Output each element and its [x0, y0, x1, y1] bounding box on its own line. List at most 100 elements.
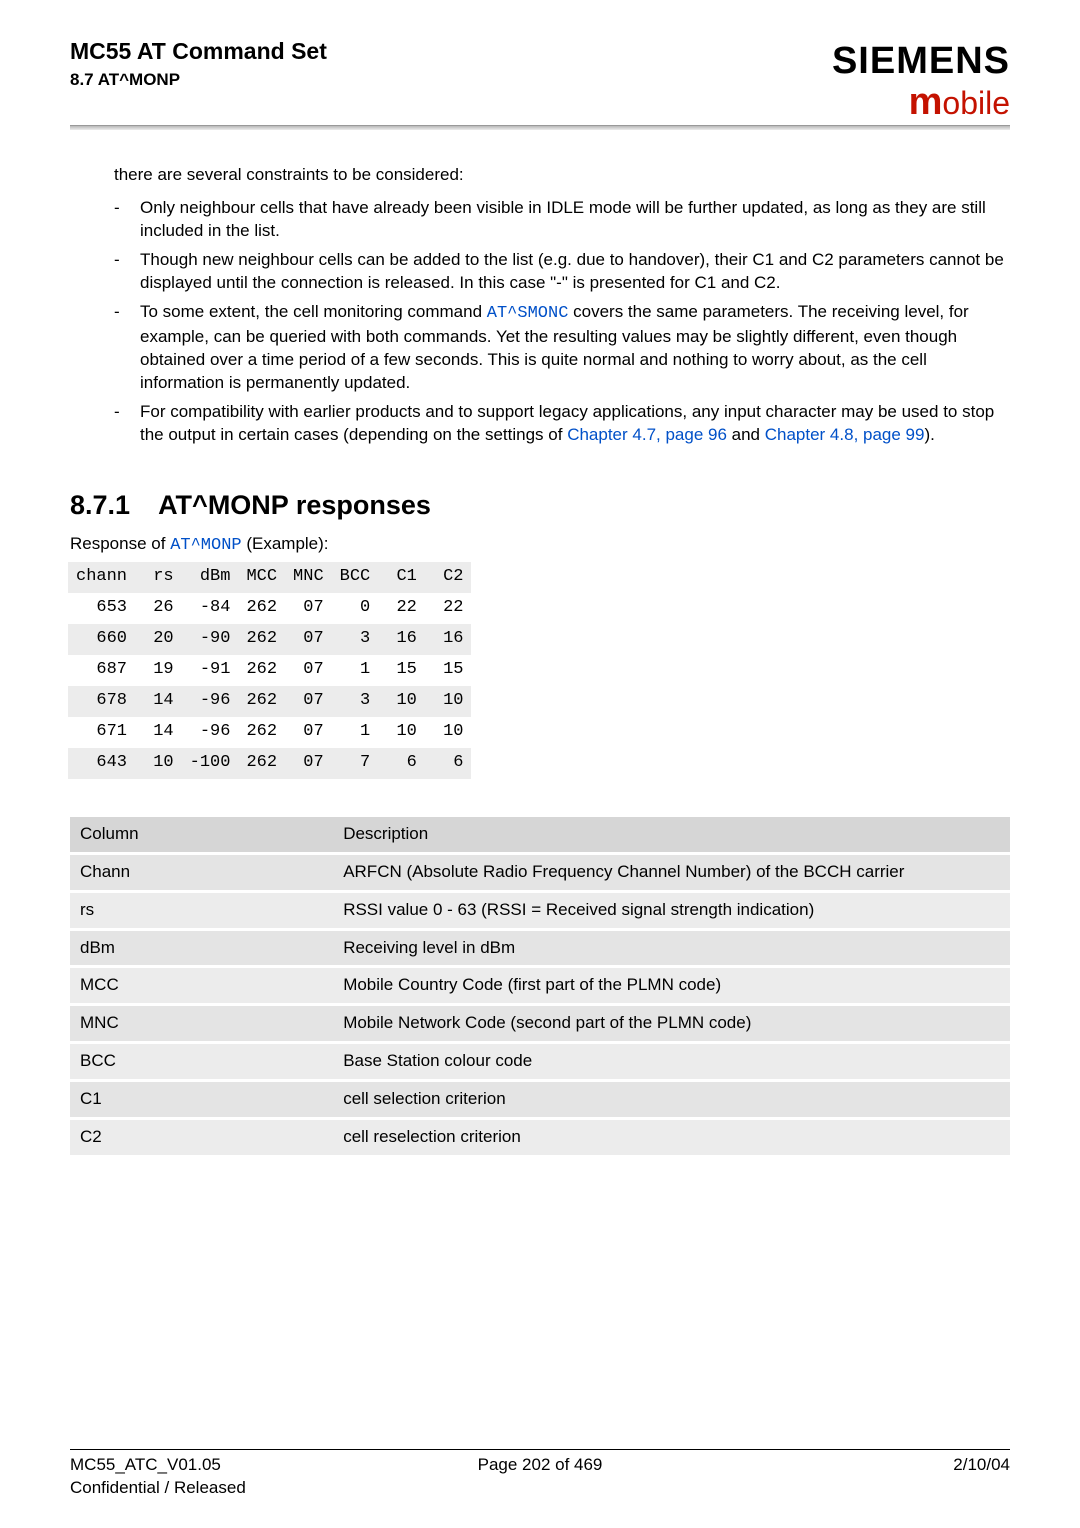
cols-cell-name: MNC: [70, 1005, 333, 1043]
resp-row: 643 10-100262 07 7 6 6: [68, 748, 471, 779]
cols-h-description: Description: [333, 817, 1010, 853]
cols-cell-desc: RSSI value 0 - 63 (RSSI = Received signa…: [333, 891, 1010, 929]
resp-cell: 07: [285, 686, 332, 717]
cols-header-row: Column Description: [70, 817, 1010, 853]
content: there are several constraints to be cons…: [70, 164, 1010, 1158]
resp-cell: 15: [378, 655, 425, 686]
bullet-4-link2[interactable]: Chapter 4.8, page 99: [765, 425, 925, 444]
resp-h-mcc: MCC: [238, 562, 285, 593]
resp-cell: 07: [285, 717, 332, 748]
brand-mobile-m: m: [909, 81, 943, 123]
cols-cell-desc: Base Station colour code: [333, 1043, 1010, 1081]
resp-cell: 1: [332, 717, 379, 748]
resp-h-c1: C1: [378, 562, 425, 593]
columns-table: Column Description ChannARFCN (Absolute …: [70, 817, 1010, 1158]
header-right: SIEMENS mobile: [832, 36, 1010, 119]
response-table: chann rs dBm MCC MNC BCC C1 C2 653 26 -8…: [68, 562, 471, 779]
cols-row: C2cell reselection criterion: [70, 1119, 1010, 1157]
resp-cell: 10: [378, 686, 425, 717]
bullet-1: Only neighbour cells that have already b…: [114, 197, 1010, 243]
resp-cell: -90: [182, 624, 239, 655]
resp-cell: 10: [425, 717, 472, 748]
resp-cell: 660: [68, 624, 135, 655]
resp-cell: 20: [135, 624, 182, 655]
resp-cell: 22: [425, 593, 472, 624]
resp-cell: -91: [182, 655, 239, 686]
resp-row: 687 19 -91262 07 1 15 15: [68, 655, 471, 686]
bullet-4-link1[interactable]: Chapter 4.7, page 96: [567, 425, 727, 444]
resp-cell: 10: [135, 748, 182, 779]
resp-cell: 262: [238, 655, 285, 686]
footer-confidential: Confidential / Released: [70, 1477, 246, 1500]
response-intro: Response of AT^MONP (Example):: [70, 533, 1010, 558]
cols-cell-name: BCC: [70, 1043, 333, 1081]
resp-cell: 262: [238, 686, 285, 717]
resp-h-bcc: BCC: [332, 562, 379, 593]
resp-cell: 22: [378, 593, 425, 624]
cols-row: C1cell selection criterion: [70, 1081, 1010, 1119]
resp-row: 660 20 -90262 07 3 16 16: [68, 624, 471, 655]
cols-row: rsRSSI value 0 - 63 (RSSI = Received sig…: [70, 891, 1010, 929]
cols-cell-name: C1: [70, 1081, 333, 1119]
bullet-2: Though new neighbour cells can be added …: [114, 249, 1010, 295]
cols-row: MNCMobile Network Code (second part of t…: [70, 1005, 1010, 1043]
header-left: MC55 AT Command Set 8.7 AT^MONP: [70, 36, 327, 92]
response-intro-pre: Response of: [70, 534, 170, 553]
cols-cell-desc: cell selection criterion: [333, 1081, 1010, 1119]
cols-cell-desc: ARFCN (Absolute Radio Frequency Channel …: [333, 853, 1010, 891]
resp-cell: 07: [285, 748, 332, 779]
response-intro-cmd[interactable]: AT^MONP: [170, 536, 241, 555]
resp-cell: 14: [135, 686, 182, 717]
resp-cell: 643: [68, 748, 135, 779]
bullet-3-cmd[interactable]: AT^SMONC: [487, 304, 569, 323]
brand-mobile-rest: obile: [942, 85, 1010, 121]
resp-cell: 262: [238, 624, 285, 655]
resp-cell: 1: [332, 655, 379, 686]
resp-cell: 07: [285, 624, 332, 655]
resp-row: 678 14 -96262 07 3 10 10: [68, 686, 471, 717]
cols-h-column: Column: [70, 817, 333, 853]
cols-row: MCCMobile Country Code (first part of th…: [70, 967, 1010, 1005]
resp-cell: 16: [378, 624, 425, 655]
doc-subtitle: 8.7 AT^MONP: [70, 69, 327, 92]
resp-cell: 0: [332, 593, 379, 624]
bullet-3-pre: To some extent, the cell monitoring comm…: [140, 302, 487, 321]
resp-cell: 678: [68, 686, 135, 717]
cols-row: BCCBase Station colour code: [70, 1043, 1010, 1081]
brand-logo: SIEMENS: [832, 36, 1010, 87]
bullet-list: Only neighbour cells that have already b…: [114, 197, 1010, 446]
resp-cell: 6: [425, 748, 472, 779]
bullet-3: To some extent, the cell monitoring comm…: [114, 301, 1010, 395]
cols-cell-name: C2: [70, 1119, 333, 1157]
footer-date: 2/10/04: [953, 1454, 1010, 1500]
bullet-4-mid: and: [727, 425, 765, 444]
resp-cell: 16: [425, 624, 472, 655]
resp-cell: 653: [68, 593, 135, 624]
section-number: 8.7.1: [70, 490, 130, 520]
resp-cell: 7: [332, 748, 379, 779]
response-intro-post: (Example):: [242, 534, 329, 553]
resp-cell: 262: [238, 748, 285, 779]
cols-cell-name: MCC: [70, 967, 333, 1005]
resp-cell: -96: [182, 686, 239, 717]
resp-cell: 262: [238, 717, 285, 748]
resp-cell: 262: [238, 593, 285, 624]
footer: MC55_ATC_V01.05 Confidential / Released …: [70, 1449, 1010, 1500]
resp-cell: -96: [182, 717, 239, 748]
cols-row: dBmReceiving level in dBm: [70, 929, 1010, 967]
resp-cell: 671: [68, 717, 135, 748]
resp-h-chann: chann: [68, 562, 135, 593]
resp-row: 653 26 -84262 07 0 22 22: [68, 593, 471, 624]
resp-h-rs: rs: [135, 562, 182, 593]
resp-cell: 14: [135, 717, 182, 748]
footer-version: MC55_ATC_V01.05: [70, 1454, 246, 1477]
response-header-row: chann rs dBm MCC MNC BCC C1 C2: [68, 562, 471, 593]
section-title: AT^MONP responses: [158, 490, 431, 520]
resp-row: 671 14 -96262 07 1 10 10: [68, 717, 471, 748]
intro-text: there are several constraints to be cons…: [114, 164, 1010, 187]
resp-cell: 3: [332, 624, 379, 655]
resp-cell: 07: [285, 593, 332, 624]
resp-cell: 26: [135, 593, 182, 624]
resp-cell: -100: [182, 748, 239, 779]
resp-cell: 07: [285, 655, 332, 686]
